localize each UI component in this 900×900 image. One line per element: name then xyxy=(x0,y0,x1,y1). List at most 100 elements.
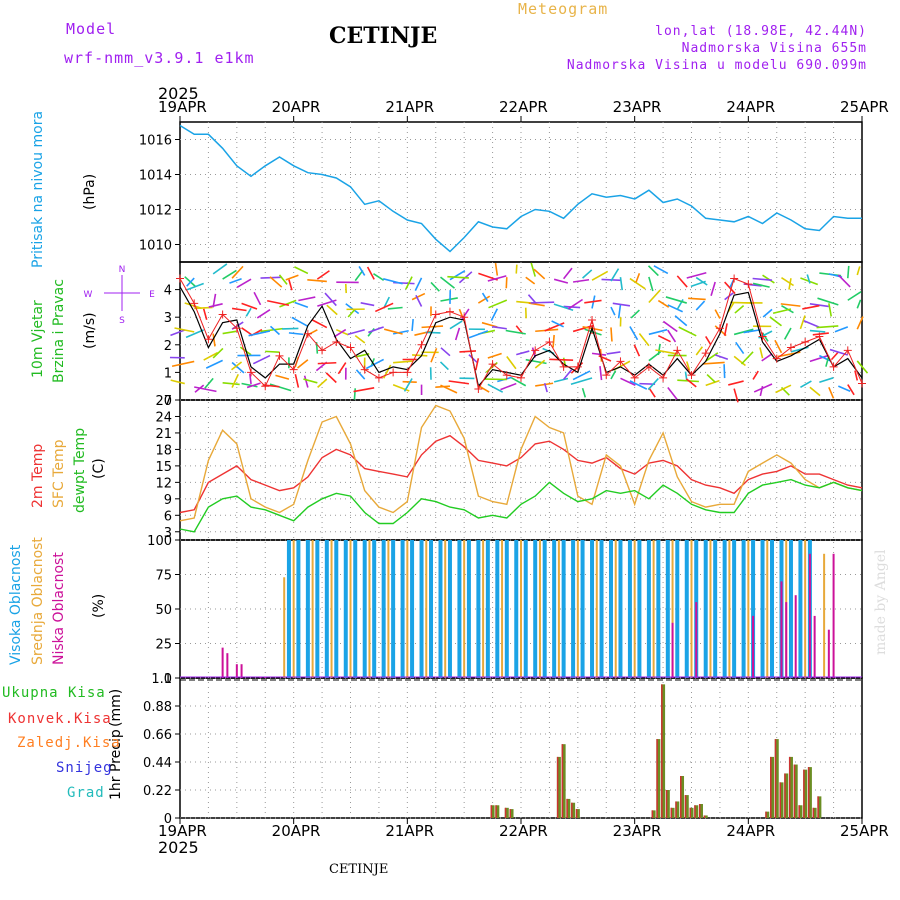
legend-snow: Snijeg xyxy=(56,760,113,776)
wind-arrow xyxy=(360,302,375,307)
product-title: Meteogram xyxy=(518,0,609,18)
cloud-high-bar xyxy=(391,540,396,678)
wind-arrow xyxy=(534,359,546,369)
wind-arrow xyxy=(421,325,444,329)
precip-bar xyxy=(784,773,789,818)
wind-arrow xyxy=(298,296,316,302)
wind-arrow xyxy=(648,387,656,398)
wind-arrow xyxy=(799,315,806,330)
wind-arrow xyxy=(365,358,385,370)
day-label-top: 25APR xyxy=(840,98,889,116)
wind-arrow xyxy=(440,297,458,302)
wind-arrow xyxy=(231,361,245,374)
wind-arrow xyxy=(487,352,502,359)
cloud-mid-bar xyxy=(520,540,522,678)
cloud-mid-bar xyxy=(311,540,314,678)
wind-arrow xyxy=(572,325,592,333)
wind-arrow xyxy=(759,347,764,359)
precip-bar xyxy=(566,798,571,818)
temp-ytick-label: 6 xyxy=(164,509,172,524)
cloud-mid-bar xyxy=(330,540,333,678)
wind-arrow xyxy=(733,355,746,367)
precip-bar xyxy=(793,764,798,818)
temp-ytick-label: 24 xyxy=(155,410,172,425)
day-label-top: 22APR xyxy=(499,98,548,116)
wind-arrow xyxy=(448,380,470,385)
temp-ytick-label: 12 xyxy=(155,476,172,491)
wind-arrow xyxy=(492,325,507,330)
wind-arrow xyxy=(674,315,688,327)
wind-gust-marker xyxy=(701,349,710,358)
wind-arrow xyxy=(705,336,712,345)
pressure-ytick-label: 1010 xyxy=(139,239,172,254)
wind-arrow xyxy=(591,270,609,281)
wind-arrow xyxy=(241,327,253,336)
wind-arrow xyxy=(667,387,678,400)
wind-gust-marker xyxy=(758,332,767,341)
wind-arrow xyxy=(761,332,769,342)
wind-arrow xyxy=(667,304,683,313)
wind-arrow xyxy=(657,299,670,308)
cloud-high-bar xyxy=(523,540,528,678)
wind-arrow xyxy=(769,316,782,327)
wind-arrow xyxy=(525,276,536,285)
wind-arrow xyxy=(252,354,271,365)
wind-arrow xyxy=(667,329,677,343)
wind-arrow xyxy=(354,269,364,282)
cloud-high-bar xyxy=(466,540,471,678)
wind-arrow xyxy=(775,384,792,394)
wind-arrow xyxy=(635,273,641,283)
wind-arrow xyxy=(647,265,659,277)
wind-arrow xyxy=(816,325,839,329)
wind-arrow xyxy=(714,354,729,360)
cloud-high-bar xyxy=(429,540,434,678)
wind-arrow xyxy=(803,320,820,328)
wind-arrow xyxy=(170,379,185,385)
wind-arrow xyxy=(570,377,593,386)
precip-convective-bar xyxy=(571,802,573,818)
wind-arrow xyxy=(752,370,759,380)
wind-arrow xyxy=(204,377,214,389)
wind-ytick-label: 1 xyxy=(164,366,172,381)
precip-convective-bar xyxy=(495,805,497,818)
cloud-high-bar xyxy=(286,540,291,678)
wind-arrow xyxy=(610,327,613,342)
cloud-high-bar xyxy=(457,540,462,678)
precip-ytick-label: 0 xyxy=(164,812,172,827)
wind-gust-marker xyxy=(374,373,383,382)
wind-arrow xyxy=(205,359,223,369)
wind-arrow xyxy=(194,386,217,393)
precip-bar xyxy=(575,809,580,818)
cloud-high-bar xyxy=(788,540,793,678)
wind-arrow xyxy=(549,358,574,361)
wind-arrow xyxy=(291,316,309,328)
precip-bar xyxy=(817,796,822,818)
wind-arrow xyxy=(222,382,240,386)
model-elevation-label: Nadmorska Visina u modelu 690.099m xyxy=(566,58,867,73)
wind-arrow xyxy=(657,334,671,343)
wind-arrow xyxy=(535,382,554,387)
cloud-low-bar xyxy=(226,653,229,678)
cloud-high-bar xyxy=(372,540,377,678)
wind-arrow xyxy=(662,320,678,333)
wind-arrow xyxy=(828,303,833,317)
wind-arrow xyxy=(269,325,280,336)
precip-bar xyxy=(651,810,656,818)
precip-ytick-label: 0.44 xyxy=(143,756,172,771)
cloud-high-bar xyxy=(722,540,727,678)
wind-gust-marker xyxy=(531,346,540,355)
precip-convective-bar xyxy=(490,805,493,818)
wind-arrow xyxy=(612,302,631,307)
wind-arrow xyxy=(788,278,792,290)
cloud-mid-bar xyxy=(614,540,617,678)
wind-arrow xyxy=(307,278,327,283)
compass-w-label: W xyxy=(84,290,93,300)
precip-bar xyxy=(684,795,689,818)
precip-convective-bar xyxy=(788,756,791,818)
wind-arrow xyxy=(809,386,821,397)
wind-gust-marker xyxy=(332,338,341,347)
wind-arrow xyxy=(505,277,508,289)
cloud-high-bar xyxy=(504,540,509,678)
wind-arrow xyxy=(267,299,290,307)
cloud-mid-bar xyxy=(349,540,352,678)
